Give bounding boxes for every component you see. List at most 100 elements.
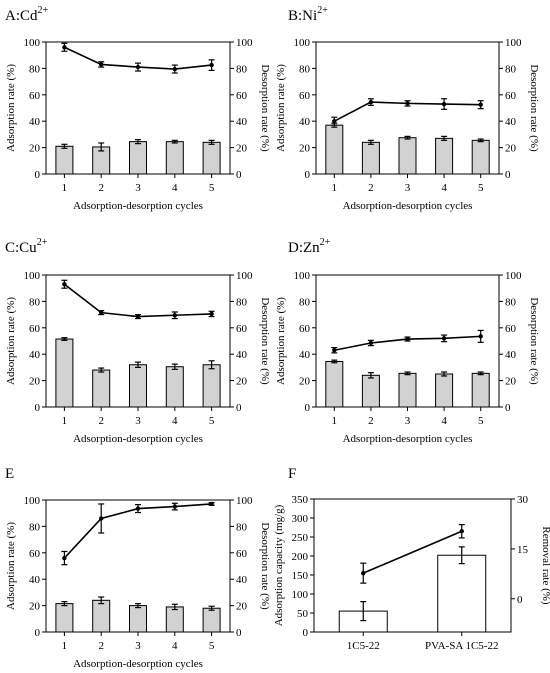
desorption-line — [362, 530, 463, 574]
bar-4 — [165, 141, 184, 175]
y-tick-label: 0 — [305, 402, 311, 414]
panel-title: A:Cd2+ — [5, 5, 49, 24]
bar-5 — [202, 364, 221, 408]
desorption-line — [63, 283, 212, 318]
y2-tick-label: 60 — [236, 548, 248, 560]
y2-tick-label: 80 — [236, 63, 248, 75]
y2-axis-title: Desorption rate (%) — [528, 64, 540, 152]
y-tick-label: 150 — [292, 570, 309, 582]
line-point — [405, 336, 410, 342]
bar-5 — [471, 372, 490, 408]
bar-4 — [165, 606, 184, 633]
y-tick-label: 200 — [292, 551, 309, 563]
x-axis-title: Adsorption-desorption cycles — [73, 200, 203, 212]
x-tick-label: 2 — [368, 415, 374, 427]
y2-tick-label: 80 — [236, 521, 248, 533]
y-tick-label: 60 — [299, 90, 311, 102]
line-point — [441, 101, 447, 107]
bar-4 — [435, 137, 454, 175]
y2-axis-title: Desorption rate (%) — [259, 64, 271, 152]
bar-5 — [471, 139, 490, 175]
x-tick-label: 5 — [209, 182, 215, 194]
y2-tick-label: 20 — [236, 143, 248, 155]
panel-title: F — [288, 466, 296, 482]
y-tick-label: 40 — [29, 116, 41, 128]
y2-tick-label: 100 — [505, 37, 522, 49]
bar-1 — [55, 338, 74, 408]
panel-title: E — [5, 466, 14, 482]
y2-tick-label: 20 — [505, 376, 517, 388]
y2-tick-label: 0 — [517, 594, 523, 606]
bar-2 — [361, 141, 380, 175]
line-point — [209, 311, 214, 317]
chart-panel-b: B:Ni2+ 0 20 40 60 80 100 0 20 40 60 80 100 1 2 3 4 5 Adsor… — [275, 5, 540, 212]
y-tick-label: 20 — [299, 376, 311, 388]
bar-1 — [55, 603, 74, 633]
y2-tick-label: 100 — [505, 270, 522, 282]
y2-tick-label: 80 — [236, 296, 248, 308]
y-tick-label: 40 — [29, 574, 41, 586]
line-point — [361, 570, 366, 576]
y-tick-label: 40 — [29, 349, 41, 361]
y-tick-label: 250 — [292, 532, 309, 544]
y-tick-label: 40 — [299, 349, 311, 361]
line-point — [62, 282, 67, 287]
y2-tick-label: 100 — [236, 270, 253, 282]
line-point — [99, 516, 104, 521]
bar-3 — [398, 137, 417, 175]
y2-tick-label: 40 — [505, 349, 517, 361]
x-tick-label: 5 — [478, 415, 484, 427]
x-tick-label: 2 — [98, 640, 104, 652]
x-tick-label: 4 — [172, 640, 178, 652]
y2-tick-label: 80 — [505, 63, 517, 75]
y2-tick-label: 40 — [505, 116, 517, 128]
y-axis-title: Adsorption rate (%) — [275, 64, 287, 152]
bar-2 — [361, 374, 380, 408]
y2-tick-label: 60 — [236, 90, 248, 102]
bar-4 — [435, 373, 454, 408]
y-tick-label: 20 — [29, 143, 41, 155]
y-axis-title: Adsorption rate (%) — [5, 64, 17, 152]
panel-title: D:Zn2+ — [288, 237, 331, 256]
bar-5 — [202, 141, 221, 175]
x-tick-label: 3 — [135, 640, 141, 652]
bar-3 — [129, 605, 147, 633]
y-tick-label: 100 — [294, 37, 311, 49]
line-point — [172, 504, 177, 509]
x-axis-title: Adsorption-desorption cycles — [343, 433, 473, 445]
y2-tick-label: 0 — [236, 402, 242, 414]
y-tick-label: 100 — [24, 270, 41, 282]
x-axis-title: Adsorption-desorption cycles — [343, 200, 473, 212]
x-tick-label: 3 — [405, 182, 411, 194]
line-point — [99, 310, 104, 315]
line-point — [62, 555, 67, 561]
chart-panel-c: C:Cu2+ 0 20 40 60 80 100 0 20 40 60 80 100 1 2 3 4 5 Adsor… — [5, 237, 271, 445]
y-tick-label: 100 — [294, 270, 311, 282]
y-tick-label: 0 — [35, 627, 41, 639]
y-tick-label: 300 — [292, 513, 309, 525]
x-tick-label: 2 — [98, 415, 104, 427]
x-tick-label: 4 — [172, 415, 178, 427]
y-tick-label: 0 — [305, 169, 311, 181]
y-tick-label: 20 — [29, 376, 41, 388]
x-tick-label: PVA-SA 1C5-22 — [425, 640, 498, 652]
y-tick-label: 0 — [35, 402, 41, 414]
x-tick-label: 3 — [135, 415, 141, 427]
y-tick-label: 100 — [24, 495, 41, 507]
line-point — [135, 314, 141, 319]
y2-tick-label: 0 — [236, 627, 242, 639]
y2-tick-label: 20 — [505, 143, 517, 155]
x-tick-label: 1 — [332, 182, 338, 194]
y-tick-label: 60 — [29, 548, 41, 560]
line-point — [209, 62, 214, 68]
x-tick-label: 1 — [62, 415, 68, 427]
x-tick-label: 5 — [478, 182, 484, 194]
y2-axis-title: Removal rate (%) — [540, 526, 550, 605]
y-axis-title: Adsorption capacity (mg/g) — [273, 504, 285, 626]
bar-1 — [55, 145, 74, 175]
x-tick-label: 4 — [441, 415, 447, 427]
line-point — [459, 529, 464, 534]
y-tick-label: 80 — [29, 296, 41, 308]
line-point — [62, 45, 67, 50]
x-tick-label: 2 — [368, 182, 374, 194]
